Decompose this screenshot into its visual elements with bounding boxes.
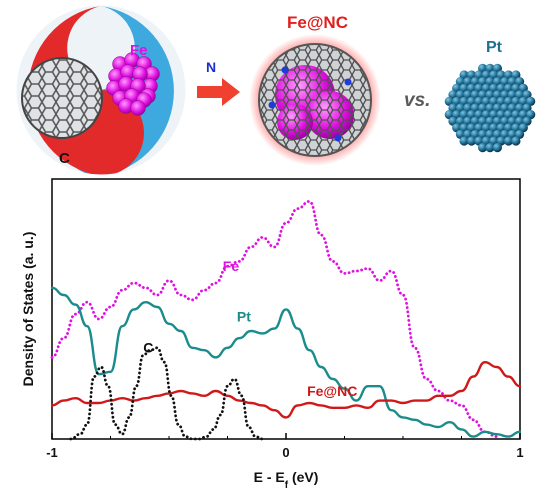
dos-chart: Fe Pt C Fe@NC -1 0 1 E - Ef (eV) Density of S…: [20, 178, 524, 491]
fe-atom: [130, 100, 146, 116]
x-axis-ticks: -1 0 1: [46, 433, 524, 460]
pt-atom: [492, 143, 502, 153]
reaction-arrow: N: [197, 59, 240, 106]
label-pt-schematic: Pt: [486, 39, 503, 56]
nc-shell-rim: [258, 43, 372, 157]
label-c-schematic: C: [59, 150, 70, 167]
n-dopant: [268, 101, 276, 109]
series-label-c: C: [143, 340, 153, 356]
annotation-layer: Fe Pt C Fe@NC: [143, 258, 357, 399]
n-dopant: [344, 78, 352, 86]
pt-atom: [478, 143, 488, 153]
pt-atom: [511, 136, 521, 146]
yinyang-schematic: C Fe: [13, 2, 189, 178]
n-dopant: [334, 134, 342, 142]
series-layer: [50, 200, 522, 441]
series-label-fe-nc: Fe@NC: [307, 383, 357, 399]
pt-cluster-schematic: Pt: [444, 39, 536, 153]
x-tick-label: 0: [282, 445, 289, 460]
series-line-fe: [50, 200, 498, 438]
label-vs: vs.: [404, 90, 430, 111]
label-fe-at-nc-schematic: Fe@NC: [287, 13, 348, 32]
fe-at-nc-particle: Fe@NC: [249, 13, 381, 166]
label-fe-schematic: Fe: [130, 42, 148, 59]
series-line-c: [69, 346, 264, 441]
y-axis-label: Density of States (a. u.): [20, 232, 36, 387]
carbon-cage-rim: [21, 57, 103, 139]
arrow-shape: [197, 78, 240, 106]
pt-atom: [485, 143, 495, 153]
x-tick-label: 1: [516, 445, 523, 460]
pt-atom: [459, 136, 469, 146]
series-label-pt: Pt: [237, 308, 251, 324]
n-dopant: [281, 66, 289, 74]
fe-cluster: [106, 52, 160, 116]
label-n-arrow: N: [206, 59, 216, 75]
x-tick-label: -1: [46, 445, 58, 460]
pt-atom: [503, 136, 514, 146]
series-line-pt: [50, 286, 522, 438]
yinyang-rim: [13, 2, 189, 178]
pt-cluster: [444, 63, 536, 153]
series-line-fe-nc: [50, 361, 522, 419]
series-label-fe: Fe: [223, 258, 240, 274]
pt-atom: [466, 136, 477, 146]
carbon-cage-mesh: [22, 58, 102, 138]
x-axis-label: E - Ef (eV): [254, 469, 319, 491]
